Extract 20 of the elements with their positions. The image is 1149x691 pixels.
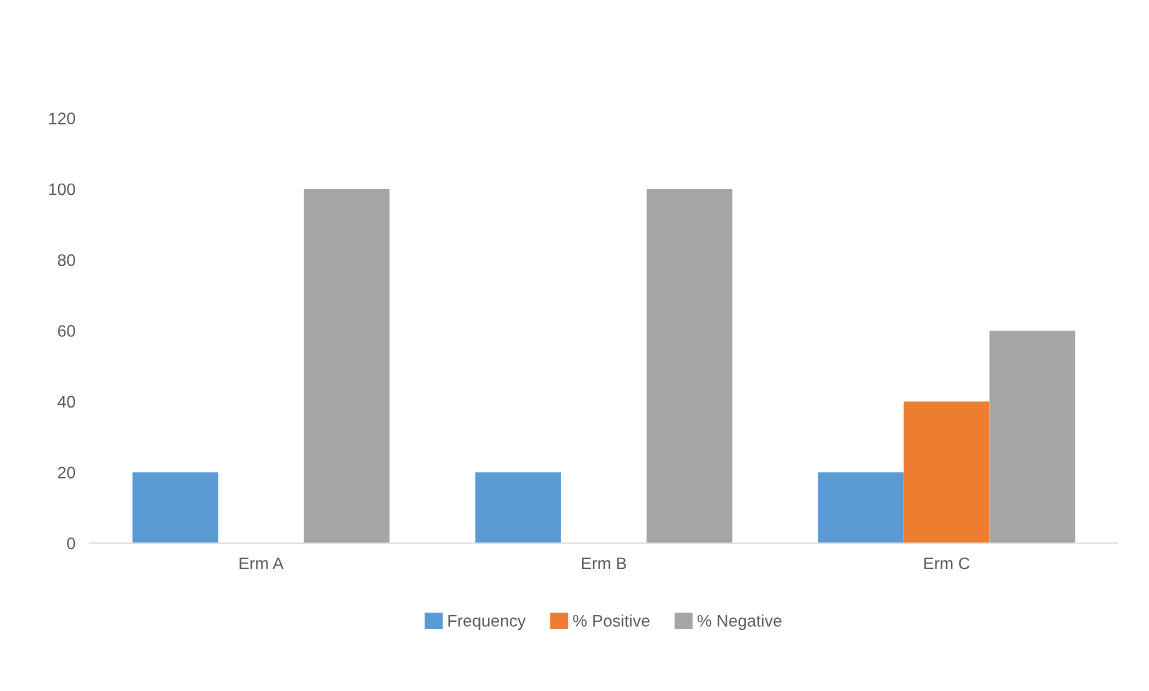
bar bbox=[903, 401, 990, 544]
y-tick-label: 20 bbox=[58, 466, 76, 479]
legend-label: % Negative bbox=[697, 614, 782, 630]
bar bbox=[132, 472, 219, 544]
y-tick-label: 120 bbox=[49, 112, 76, 125]
x-tick-label: Erm C bbox=[924, 557, 970, 570]
y-tick-label: 60 bbox=[58, 325, 76, 337]
y-tick-label: 0 bbox=[67, 537, 76, 550]
legend-label: Frequency bbox=[448, 615, 526, 630]
x-tick-label: Erm A bbox=[239, 557, 284, 570]
bar bbox=[303, 188, 390, 544]
x-tick-label: Erm B bbox=[582, 557, 627, 570]
bar bbox=[989, 330, 1076, 544]
bar bbox=[818, 472, 904, 544]
bar bbox=[646, 188, 733, 544]
y-tick-label: 80 bbox=[57, 254, 76, 267]
bar bbox=[475, 472, 561, 544]
y-tick-label: 40 bbox=[57, 395, 76, 408]
legend-label: % Positive bbox=[573, 614, 650, 627]
y-tick-label: 100 bbox=[49, 183, 76, 196]
